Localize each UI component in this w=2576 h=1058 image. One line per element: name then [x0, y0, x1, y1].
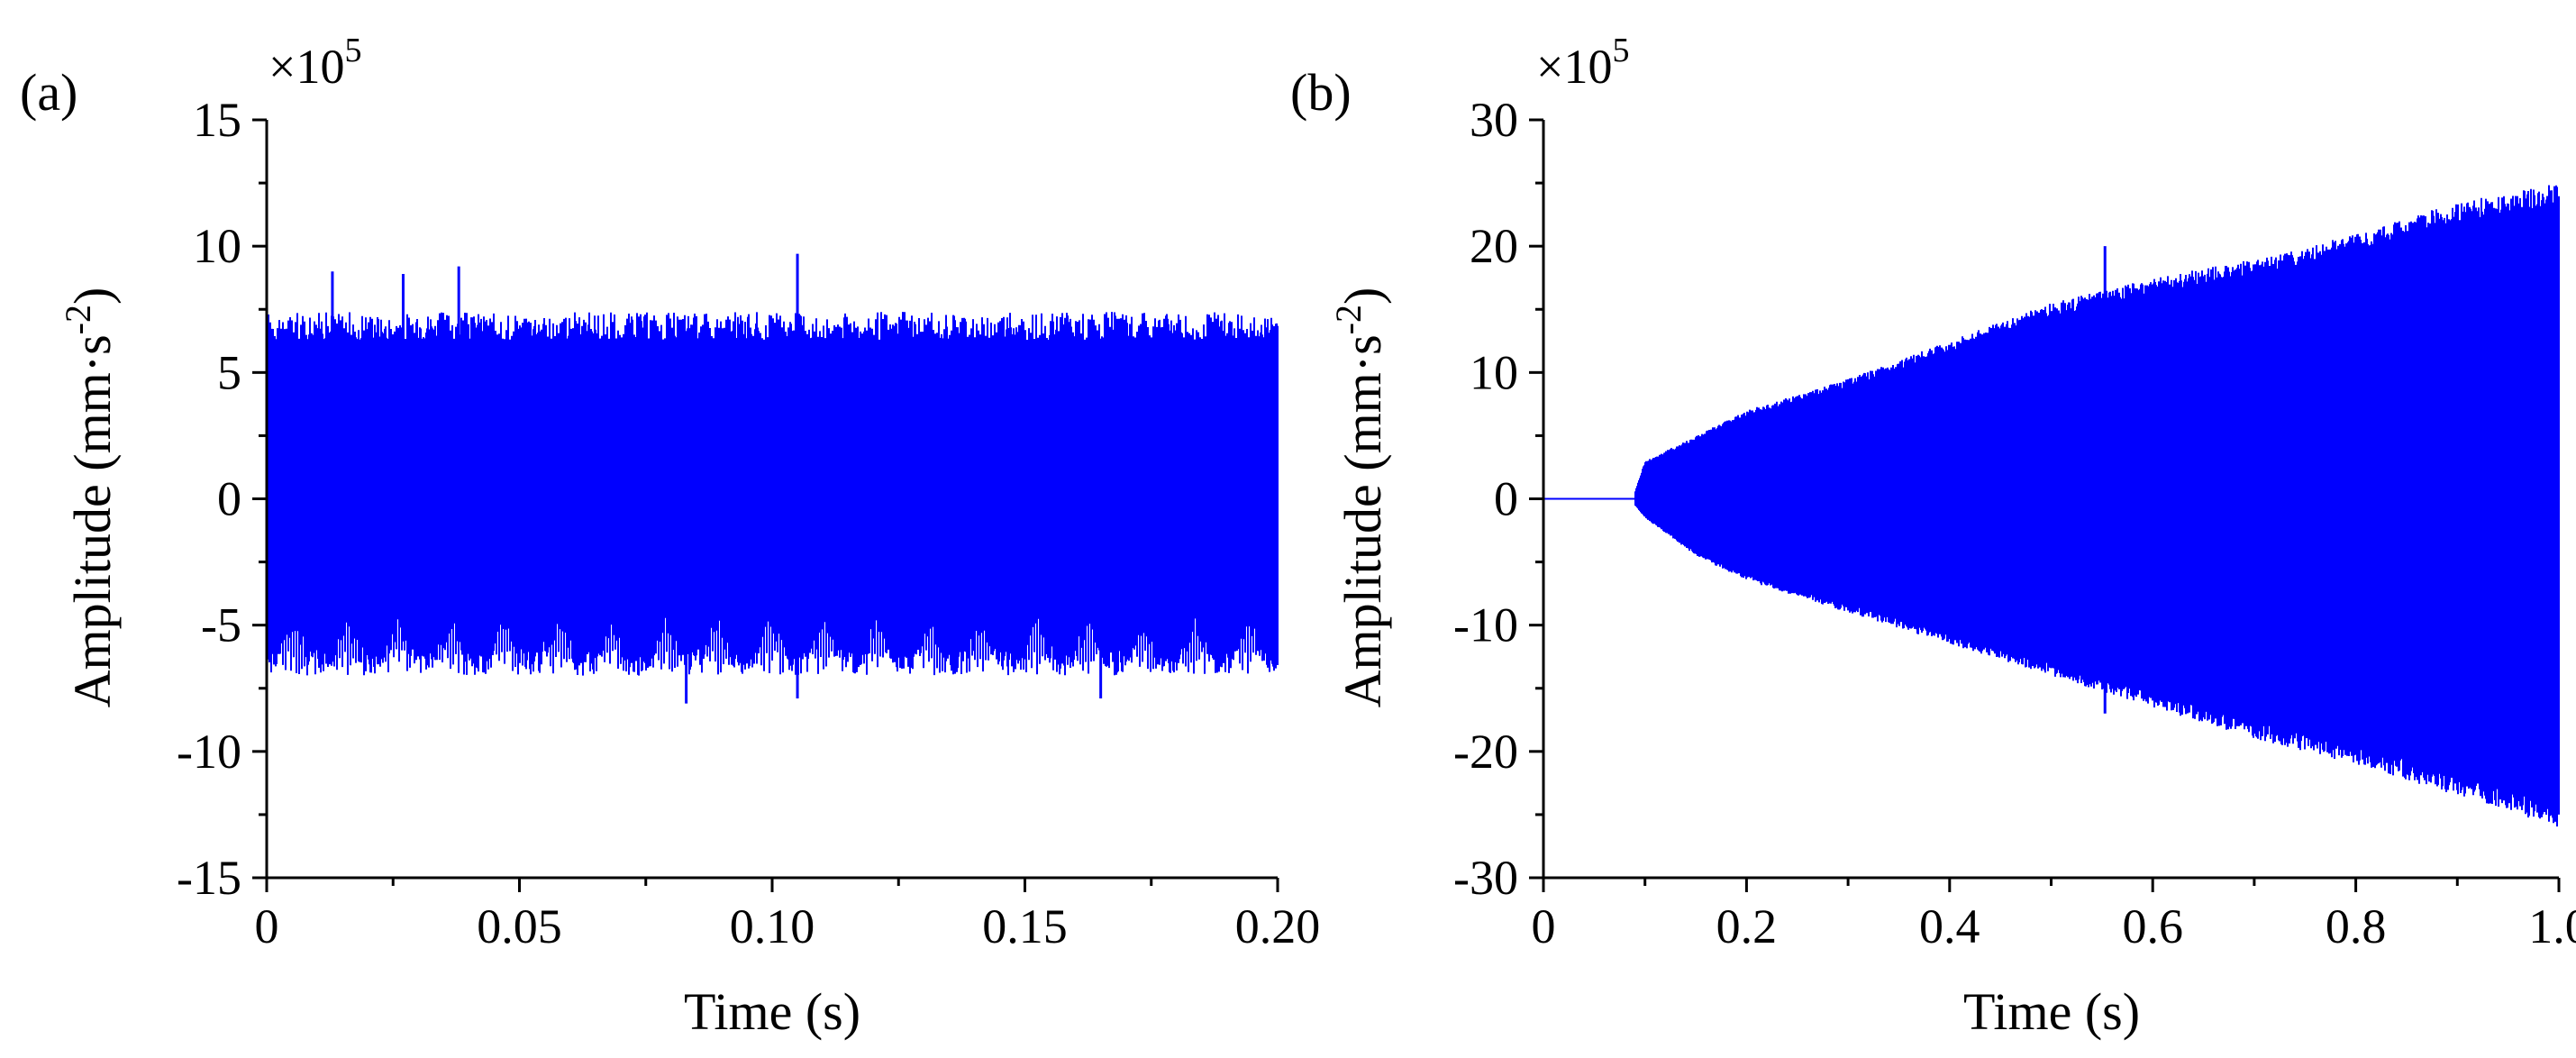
signal-series-a [266, 312, 1279, 676]
signal-series-b [1543, 185, 2560, 827]
y-axis-title-a: Amplitude (mm·s-2) [58, 287, 122, 708]
y-tick-label-b-3: 0 [1494, 472, 1518, 526]
y-tick-label-b-6: 30 [1470, 93, 1518, 147]
x-tick-label-b-0: 0 [1532, 899, 1556, 953]
x-tick-label-a-4: 0.20 [1235, 899, 1321, 953]
y-tick-label-a-2: -5 [201, 598, 241, 652]
y-tick-label-a-3: 0 [217, 472, 241, 526]
y-tick-label-a-4: 5 [217, 345, 241, 399]
panel-b: 0 0.2 0.4 0.6 0.8 1.0 -30 -20 -10 0 10 20 30 (b) ×10… [1290, 32, 2576, 1041]
multiplier-label-a: ×105 [269, 32, 361, 94]
multiplier-exponent-a: 5 [344, 32, 361, 69]
y-axis-title-sup-b: -2 [1328, 305, 1369, 334]
x-tick-label-a-3: 0.15 [982, 899, 1068, 953]
x-axis-title-b: Time (s) [1963, 982, 2140, 1041]
axes-layer-b: 0 0.2 0.4 0.6 0.8 1.0 -30 -20 -10 0 10 20 30 [1453, 93, 2576, 953]
y-tick-label-b-4: 10 [1470, 345, 1518, 399]
y-tick-label-a-0: -15 [177, 851, 241, 905]
y-axis-title-sup-a: -2 [58, 305, 98, 334]
y-tick-label-b-2: -10 [1453, 598, 1518, 652]
panel-a: 0 0.05 0.10 0.15 0.20 -15 -10 -5 0 5 10 15 (a) ×105… [20, 32, 1320, 1041]
x-tick-label-a-1: 0.05 [477, 899, 562, 953]
y-tick-label-a-1: -10 [177, 725, 241, 779]
x-axis-title-a: Time (s) [684, 982, 860, 1041]
x-tick-label-a-2: 0.10 [730, 899, 815, 953]
multiplier-label-b: ×105 [1536, 32, 1629, 94]
y-tick-label-b-5: 20 [1470, 219, 1518, 273]
x-tick-label-b-4: 0.8 [2326, 899, 2387, 953]
multiplier-exponent-b: 5 [1612, 32, 1629, 69]
y-tick-label-a-6: 15 [193, 93, 241, 147]
y-tick-label-b-1: -20 [1453, 725, 1518, 779]
x-tick-label-a-0: 0 [255, 899, 279, 953]
x-tick-label-b-5: 1.0 [2528, 899, 2576, 953]
x-tick-label-b-1: 0.2 [1716, 899, 1778, 953]
y-tick-label-a-5: 10 [193, 219, 241, 273]
series-layer-a [266, 253, 1279, 704]
axes-layer-a: 0 0.05 0.10 0.15 0.20 -15 -10 -5 0 5 10 15 [177, 93, 1320, 953]
y-axis-title-b: Amplitude (mm·s-2) [1328, 287, 1392, 708]
x-tick-label-b-2: 0.4 [1919, 899, 1980, 953]
panel-label-b: (b) [1290, 63, 1352, 122]
y-tick-label-b-0: -30 [1453, 851, 1518, 905]
panel-label-a: (a) [20, 63, 77, 122]
x-tick-label-b-3: 0.6 [2122, 899, 2183, 953]
series-layer-b [1543, 185, 2560, 827]
